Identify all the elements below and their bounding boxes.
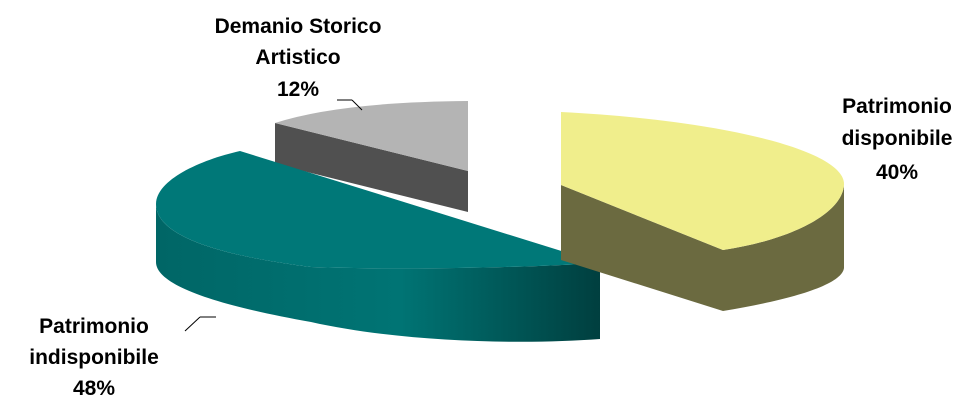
slice-patrimonio-disponibile [561,112,845,311]
slice-disponibile-top [561,112,845,250]
slice-demanio-storico-artistico [275,101,468,212]
svg-text:disponibile: disponibile [842,127,953,150]
slice-disponibile-wall [723,185,844,311]
data-label-line: Patrimonio [842,95,952,118]
slice-indisponibile-top [156,151,600,269]
leader-line-indisponibile [184,316,201,332]
slice-patrimonio-indisponibile [156,151,600,342]
data-label-disponibile: Patrimonio disponibile 40% [842,95,953,184]
data-label-line: Patrimonio [39,315,149,338]
data-label-line: indisponibile [29,346,159,369]
data-label-indisponibile: Patrimonio indisponibile 48% [29,315,159,400]
slice-indisponibile-wall [156,204,600,342]
leader-line-demanio-2 [351,99,363,111]
data-label-percent: 12% [277,78,319,101]
data-label-line: disponibile [842,127,953,150]
svg-text:Patrimonio: Patrimonio [39,315,149,338]
slice-disponibile-cut [561,112,723,311]
svg-text:Demanio Storico: Demanio Storico [215,15,382,38]
svg-text:12%: 12% [277,78,319,101]
slice-demanio-side [275,123,468,212]
svg-text:Patrimonio: Patrimonio [842,95,952,118]
slice-demanio-top [275,101,468,171]
svg-text:48%: 48% [73,377,115,400]
data-label-line: Artistico [255,46,340,69]
svg-text:40%: 40% [876,161,918,184]
data-label-demanio: Demanio Storico Artistico 12% [215,15,382,101]
svg-text:indisponibile: indisponibile [29,346,159,369]
data-label-percent: 48% [73,377,115,400]
data-label-percent: 40% [876,161,918,184]
data-label-line: Demanio Storico [215,15,382,38]
svg-text:Artistico: Artistico [255,46,340,69]
